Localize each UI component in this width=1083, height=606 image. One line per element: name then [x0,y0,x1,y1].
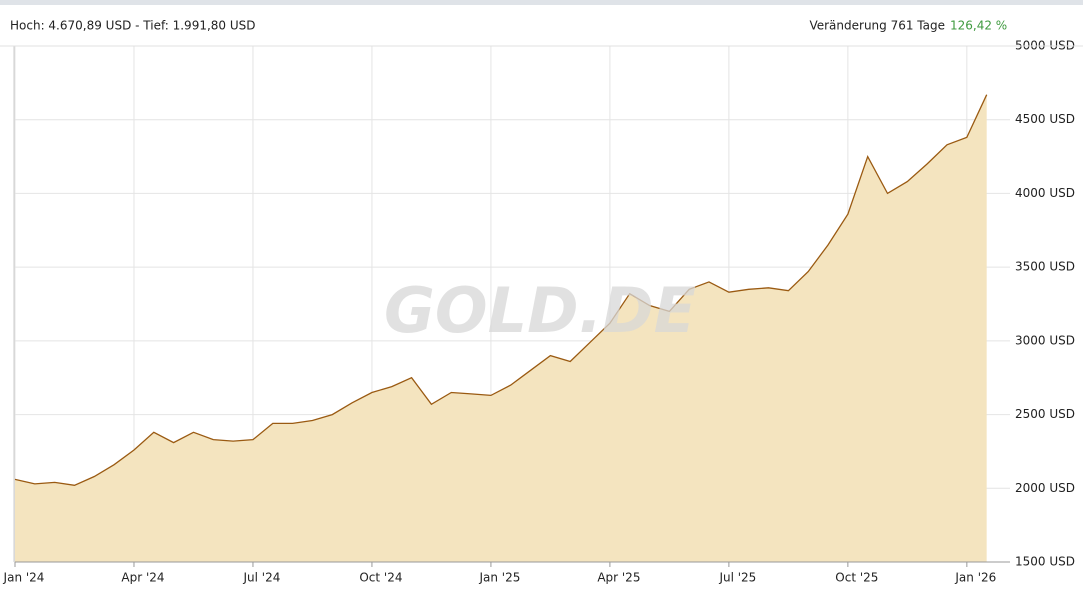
x-tick-label: Jan '25 [478,571,520,585]
x-tick-label: Apr '25 [597,571,640,585]
x-tick-label: Jul '24 [243,571,281,585]
y-tick-label: 4500 USD [1015,112,1075,126]
header-right: Veränderung 761 Tage [809,19,945,33]
y-tick-label: 4000 USD [1015,186,1075,200]
x-tick-label: Jan '24 [3,571,45,585]
watermark: GOLD.DE [384,274,696,347]
y-tick-label: 2000 USD [1015,481,1075,495]
y-tick-label: 3500 USD [1015,260,1075,274]
y-tick-label: 2500 USD [1015,407,1075,421]
line [14,94,988,486]
x-tick-label: Oct '24 [359,571,402,585]
x-tick-label: Jul '25 [718,571,756,585]
x-tick-label: Apr '24 [121,571,164,585]
y-tick-label: 1500 USD [1015,555,1075,569]
change: 126,42 % [950,19,1007,33]
x-tick-label: Oct '25 [835,571,878,585]
y-tick-label: 3000 USD [1015,333,1075,347]
plot: 1500 USD 2000 USD 2500 USD 3000 USD 3500 USD… [0,39,1083,585]
area [15,94,987,562]
top-strip [0,0,1083,5]
header-left: Hoch: 4.670,89 USD - Tief: 1.991,80 USD [10,19,256,33]
x-tick-label: Jan '26 [954,571,996,585]
